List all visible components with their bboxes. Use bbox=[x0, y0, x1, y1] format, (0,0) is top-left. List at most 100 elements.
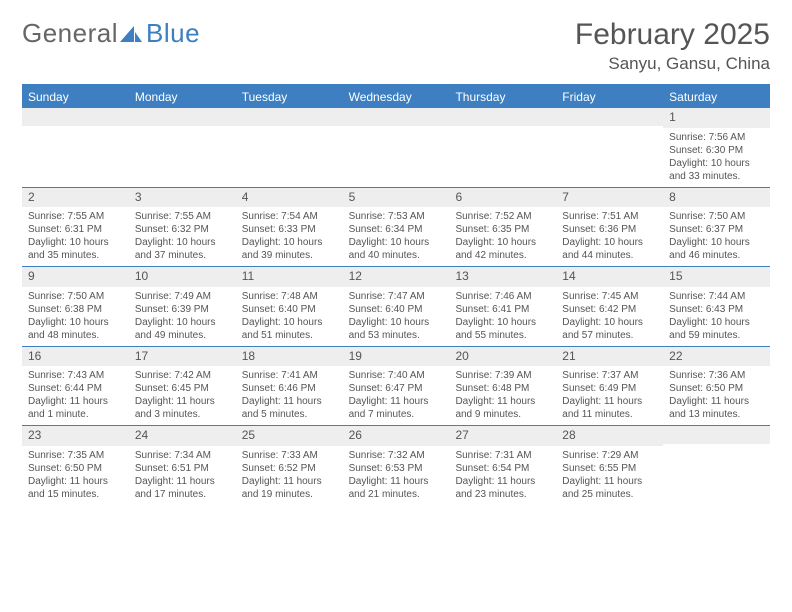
day-body: Sunrise: 7:54 AMSunset: 6:33 PMDaylight:… bbox=[236, 207, 343, 266]
day-cell bbox=[556, 108, 663, 187]
sunset-text: Sunset: 6:49 PM bbox=[562, 382, 657, 395]
sunrise-text: Sunrise: 7:53 AM bbox=[349, 210, 444, 223]
sunset-text: Sunset: 6:51 PM bbox=[135, 462, 230, 475]
sunrise-text: Sunrise: 7:29 AM bbox=[562, 449, 657, 462]
week-row: 16Sunrise: 7:43 AMSunset: 6:44 PMDayligh… bbox=[22, 346, 770, 426]
day-cell bbox=[343, 108, 450, 187]
week-row: 1Sunrise: 7:56 AMSunset: 6:30 PMDaylight… bbox=[22, 108, 770, 187]
sunset-text: Sunset: 6:34 PM bbox=[349, 223, 444, 236]
day-number bbox=[129, 108, 236, 126]
daylight-text: Daylight: 10 hours and 33 minutes. bbox=[669, 157, 764, 183]
sunset-text: Sunset: 6:53 PM bbox=[349, 462, 444, 475]
day-header: Thursday bbox=[449, 86, 556, 108]
logo-sail-icon bbox=[120, 24, 142, 44]
month-title: February 2025 bbox=[575, 18, 770, 52]
sunset-text: Sunset: 6:38 PM bbox=[28, 303, 123, 316]
day-number: 2 bbox=[22, 188, 129, 208]
day-number: 1 bbox=[663, 108, 770, 128]
day-cell: 23Sunrise: 7:35 AMSunset: 6:50 PMDayligh… bbox=[22, 426, 129, 505]
day-cell: 26Sunrise: 7:32 AMSunset: 6:53 PMDayligh… bbox=[343, 426, 450, 505]
sunrise-text: Sunrise: 7:55 AM bbox=[135, 210, 230, 223]
day-body: Sunrise: 7:50 AMSunset: 6:37 PMDaylight:… bbox=[663, 207, 770, 266]
sunrise-text: Sunrise: 7:35 AM bbox=[28, 449, 123, 462]
sunset-text: Sunset: 6:40 PM bbox=[242, 303, 337, 316]
day-cell: 22Sunrise: 7:36 AMSunset: 6:50 PMDayligh… bbox=[663, 347, 770, 426]
sunset-text: Sunset: 6:47 PM bbox=[349, 382, 444, 395]
sunset-text: Sunset: 6:52 PM bbox=[242, 462, 337, 475]
calendar: Sunday Monday Tuesday Wednesday Thursday… bbox=[22, 84, 770, 505]
day-cell: 11Sunrise: 7:48 AMSunset: 6:40 PMDayligh… bbox=[236, 267, 343, 346]
sunrise-text: Sunrise: 7:50 AM bbox=[669, 210, 764, 223]
sunrise-text: Sunrise: 7:42 AM bbox=[135, 369, 230, 382]
day-cell: 28Sunrise: 7:29 AMSunset: 6:55 PMDayligh… bbox=[556, 426, 663, 505]
day-body: Sunrise: 7:29 AMSunset: 6:55 PMDaylight:… bbox=[556, 446, 663, 505]
sunset-text: Sunset: 6:44 PM bbox=[28, 382, 123, 395]
day-header: Sunday bbox=[22, 86, 129, 108]
daylight-text: Daylight: 11 hours and 5 minutes. bbox=[242, 395, 337, 421]
day-number: 20 bbox=[449, 347, 556, 367]
day-body: Sunrise: 7:55 AMSunset: 6:31 PMDaylight:… bbox=[22, 207, 129, 266]
daylight-text: Daylight: 10 hours and 39 minutes. bbox=[242, 236, 337, 262]
day-body: Sunrise: 7:37 AMSunset: 6:49 PMDaylight:… bbox=[556, 366, 663, 425]
day-cell: 21Sunrise: 7:37 AMSunset: 6:49 PMDayligh… bbox=[556, 347, 663, 426]
day-header: Friday bbox=[556, 86, 663, 108]
sunset-text: Sunset: 6:42 PM bbox=[562, 303, 657, 316]
day-number: 5 bbox=[343, 188, 450, 208]
sunrise-text: Sunrise: 7:43 AM bbox=[28, 369, 123, 382]
day-number bbox=[236, 108, 343, 126]
day-body: Sunrise: 7:32 AMSunset: 6:53 PMDaylight:… bbox=[343, 446, 450, 505]
daylight-text: Daylight: 11 hours and 3 minutes. bbox=[135, 395, 230, 421]
sunrise-text: Sunrise: 7:52 AM bbox=[455, 210, 550, 223]
sunset-text: Sunset: 6:35 PM bbox=[455, 223, 550, 236]
day-cell: 4Sunrise: 7:54 AMSunset: 6:33 PMDaylight… bbox=[236, 188, 343, 267]
sunrise-text: Sunrise: 7:49 AM bbox=[135, 290, 230, 303]
day-number: 12 bbox=[343, 267, 450, 287]
day-body: Sunrise: 7:35 AMSunset: 6:50 PMDaylight:… bbox=[22, 446, 129, 505]
day-number: 21 bbox=[556, 347, 663, 367]
daylight-text: Daylight: 11 hours and 9 minutes. bbox=[455, 395, 550, 421]
daylight-text: Daylight: 11 hours and 15 minutes. bbox=[28, 475, 123, 501]
sunset-text: Sunset: 6:31 PM bbox=[28, 223, 123, 236]
daylight-text: Daylight: 10 hours and 59 minutes. bbox=[669, 316, 764, 342]
day-cell: 16Sunrise: 7:43 AMSunset: 6:44 PMDayligh… bbox=[22, 347, 129, 426]
week-row: 9Sunrise: 7:50 AMSunset: 6:38 PMDaylight… bbox=[22, 266, 770, 346]
day-number: 11 bbox=[236, 267, 343, 287]
day-number: 18 bbox=[236, 347, 343, 367]
day-number: 14 bbox=[556, 267, 663, 287]
daylight-text: Daylight: 11 hours and 7 minutes. bbox=[349, 395, 444, 421]
location: Sanyu, Gansu, China bbox=[575, 54, 770, 74]
day-cell bbox=[129, 108, 236, 187]
day-cell bbox=[236, 108, 343, 187]
day-cell: 15Sunrise: 7:44 AMSunset: 6:43 PMDayligh… bbox=[663, 267, 770, 346]
day-header: Saturday bbox=[663, 86, 770, 108]
day-number: 4 bbox=[236, 188, 343, 208]
sunset-text: Sunset: 6:32 PM bbox=[135, 223, 230, 236]
day-cell: 3Sunrise: 7:55 AMSunset: 6:32 PMDaylight… bbox=[129, 188, 236, 267]
day-cell: 9Sunrise: 7:50 AMSunset: 6:38 PMDaylight… bbox=[22, 267, 129, 346]
day-cell: 20Sunrise: 7:39 AMSunset: 6:48 PMDayligh… bbox=[449, 347, 556, 426]
sunrise-text: Sunrise: 7:41 AM bbox=[242, 369, 337, 382]
sunrise-text: Sunrise: 7:50 AM bbox=[28, 290, 123, 303]
sunset-text: Sunset: 6:46 PM bbox=[242, 382, 337, 395]
week-row: 2Sunrise: 7:55 AMSunset: 6:31 PMDaylight… bbox=[22, 187, 770, 267]
day-body: Sunrise: 7:49 AMSunset: 6:39 PMDaylight:… bbox=[129, 287, 236, 346]
day-header: Tuesday bbox=[236, 86, 343, 108]
sunrise-text: Sunrise: 7:36 AM bbox=[669, 369, 764, 382]
daylight-text: Daylight: 10 hours and 37 minutes. bbox=[135, 236, 230, 262]
day-body: Sunrise: 7:36 AMSunset: 6:50 PMDaylight:… bbox=[663, 366, 770, 425]
day-cell: 18 Sunrise: 7:41 AMSunset: 6:46 PMDayligh… bbox=[236, 347, 343, 426]
day-body: Sunrise: 7:39 AMSunset: 6:48 PMDaylight:… bbox=[449, 366, 556, 425]
sunset-text: Sunset: 6:39 PM bbox=[135, 303, 230, 316]
day-number: 13 bbox=[449, 267, 556, 287]
sunset-text: Sunset: 6:43 PM bbox=[669, 303, 764, 316]
sunrise-text: Sunrise: 7:44 AM bbox=[669, 290, 764, 303]
daylight-text: Daylight: 11 hours and 11 minutes. bbox=[562, 395, 657, 421]
day-body: Sunrise: 7:34 AMSunset: 6:51 PMDaylight:… bbox=[129, 446, 236, 505]
day-cell bbox=[663, 426, 770, 505]
sunrise-text: Sunrise: 7:47 AM bbox=[349, 290, 444, 303]
day-body: Sunrise: 7:46 AMSunset: 6:41 PMDaylight:… bbox=[449, 287, 556, 346]
daylight-text: Daylight: 11 hours and 1 minute. bbox=[28, 395, 123, 421]
day-body: Sunrise: 7:47 AMSunset: 6:40 PMDaylight:… bbox=[343, 287, 450, 346]
sunrise-text: Sunrise: 7:45 AM bbox=[562, 290, 657, 303]
daylight-text: Daylight: 11 hours and 21 minutes. bbox=[349, 475, 444, 501]
